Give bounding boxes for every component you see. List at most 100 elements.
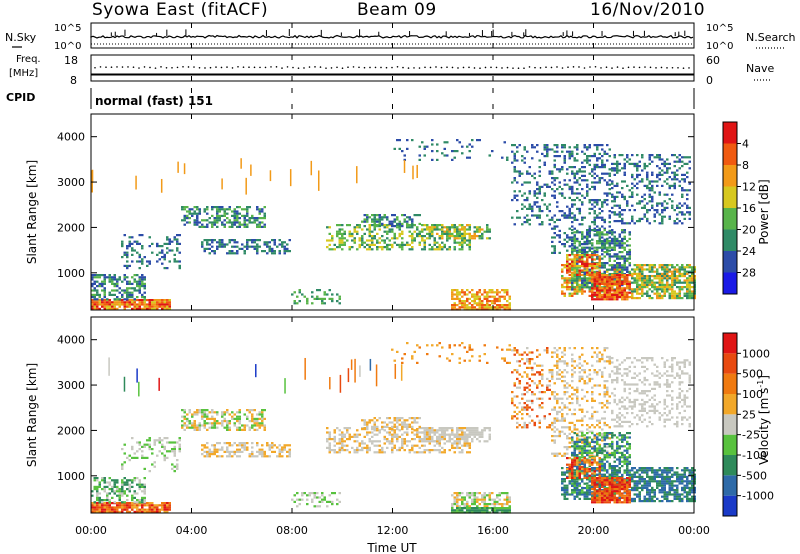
range-gate-cell bbox=[268, 455, 271, 458]
range-gate-cell bbox=[146, 504, 149, 507]
range-gate-cell bbox=[133, 305, 136, 308]
range-gate-cell bbox=[126, 303, 129, 306]
range-gate-cell bbox=[551, 188, 554, 191]
range-gate-cell bbox=[366, 228, 369, 231]
range-gate-cell bbox=[453, 500, 456, 503]
range-gate-cell bbox=[406, 423, 409, 426]
range-gate-cell bbox=[626, 240, 629, 243]
range-gate-cell bbox=[436, 232, 439, 235]
range-gate-cell bbox=[578, 251, 581, 254]
range-gate-cell bbox=[596, 276, 599, 279]
range-gate-cell bbox=[198, 411, 201, 414]
range-gate-cell bbox=[306, 494, 309, 497]
range-gate-cell bbox=[138, 443, 141, 446]
range-gate-cell bbox=[306, 302, 309, 305]
range-gate-cell bbox=[661, 173, 664, 176]
range-gate-cell bbox=[301, 494, 304, 497]
range-gate-cell bbox=[578, 192, 581, 195]
range-gate-cell bbox=[323, 302, 326, 305]
range-gate-cell bbox=[96, 479, 99, 482]
range-gate-cell bbox=[216, 210, 219, 213]
range-gate-cell bbox=[131, 249, 134, 252]
range-gate-cell bbox=[263, 453, 266, 456]
range-gate-cell bbox=[261, 420, 264, 423]
range-gate-cell bbox=[606, 172, 609, 175]
range-gate-cell bbox=[141, 454, 144, 457]
range-gate-cell bbox=[438, 429, 441, 432]
range-gate-cell bbox=[191, 214, 194, 217]
range-gate-cell bbox=[618, 251, 621, 254]
range-gate-cell bbox=[278, 450, 281, 453]
range-gate-cell bbox=[338, 492, 341, 495]
range-gate-cell bbox=[423, 248, 426, 251]
range-gate-cell bbox=[618, 233, 621, 236]
range-gate-cell bbox=[246, 223, 249, 226]
range-gate-cell bbox=[621, 244, 624, 247]
range-gate-cell bbox=[663, 165, 666, 168]
range-gate-cell bbox=[601, 272, 604, 275]
range-gate-cell bbox=[666, 193, 669, 196]
range-gate-cell bbox=[378, 246, 381, 249]
range-gate-cell bbox=[141, 490, 144, 493]
range-gate-cell bbox=[453, 289, 456, 292]
range-gate-cell bbox=[101, 508, 104, 511]
range-gate-cell bbox=[578, 170, 581, 173]
range-gate-cell bbox=[443, 147, 446, 150]
range-gate-cell bbox=[676, 279, 679, 282]
range-gate-cell bbox=[353, 449, 356, 452]
range-gate-cell bbox=[128, 502, 131, 505]
range-gate-cell bbox=[618, 154, 621, 157]
range-gate-cell bbox=[513, 179, 516, 182]
range-gate-cell bbox=[126, 289, 129, 292]
range-gate-cell bbox=[596, 267, 599, 270]
range-gate-cell bbox=[608, 210, 611, 213]
range-gate-cell bbox=[156, 510, 159, 513]
range-gate-cell bbox=[573, 279, 576, 282]
range-gate-cell bbox=[211, 426, 214, 429]
range-gate-cell bbox=[183, 415, 186, 418]
range-gate-cell bbox=[486, 304, 489, 307]
range-gate-cell bbox=[96, 504, 99, 507]
range-gate-cell bbox=[221, 245, 224, 248]
range-gate-cell bbox=[98, 504, 101, 507]
range-gate-cell bbox=[518, 190, 521, 193]
range-gate-cell bbox=[281, 455, 284, 458]
range-gate-cell bbox=[638, 272, 641, 275]
range-gate-cell bbox=[598, 293, 601, 296]
range-gate-cell bbox=[691, 270, 694, 273]
range-gate-cell bbox=[113, 485, 116, 488]
range-gate-cell bbox=[568, 245, 571, 248]
range-gate-cell bbox=[511, 216, 514, 219]
range-gate-cell bbox=[416, 421, 419, 424]
range-gate-cell bbox=[593, 221, 596, 224]
range-gate-cell bbox=[546, 185, 549, 188]
range-gate-cell bbox=[583, 266, 586, 269]
range-gate-cell bbox=[473, 293, 476, 296]
range-gate-cell bbox=[613, 169, 616, 172]
range-gate-cell bbox=[426, 145, 429, 148]
range-gate-cell bbox=[143, 276, 146, 279]
range-gate-cell bbox=[591, 221, 594, 224]
range-gate-cell bbox=[668, 270, 671, 273]
range-gate-cell bbox=[378, 218, 381, 221]
range-gate-cell bbox=[591, 284, 594, 287]
range-gate-cell bbox=[138, 510, 141, 513]
range-gate-cell bbox=[466, 442, 469, 445]
range-gate-cell bbox=[456, 139, 459, 142]
range-gate-cell bbox=[648, 266, 651, 269]
range-gate-cell bbox=[558, 229, 561, 232]
colorbar-segment bbox=[723, 186, 737, 208]
range-gate-cell bbox=[141, 501, 144, 504]
range-gate-cell bbox=[371, 435, 374, 438]
range-gate-cell bbox=[576, 249, 579, 252]
range-gate-cell bbox=[636, 275, 639, 278]
range-gate-cell bbox=[266, 241, 269, 244]
range-gate-cell bbox=[341, 243, 344, 246]
range-gate-cell bbox=[581, 279, 584, 282]
range-gate-cell bbox=[448, 230, 451, 233]
range-gate-cell bbox=[321, 300, 324, 303]
range-gate-cell bbox=[573, 275, 576, 278]
range-gate-cell bbox=[96, 305, 99, 308]
range-gate-cell bbox=[373, 243, 376, 246]
range-gate-cell bbox=[406, 220, 409, 223]
